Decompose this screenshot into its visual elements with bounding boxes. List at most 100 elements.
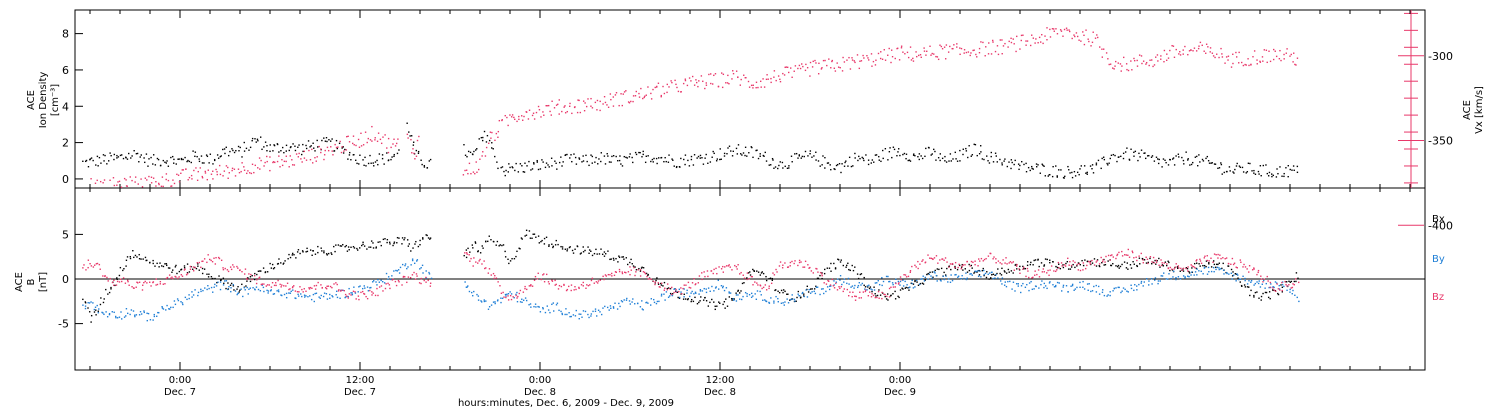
by-point: [806, 296, 809, 298]
bz-point: [881, 297, 883, 300]
bz-point: [361, 290, 364, 293]
vx-point: [635, 90, 637, 93]
bz-point: [1204, 255, 1206, 257]
vx-point: [1068, 29, 1070, 31]
bz-point: [1240, 261, 1242, 263]
density-point: [847, 165, 849, 167]
bx-point: [561, 246, 564, 248]
bx-point: [639, 270, 642, 272]
vx-point: [300, 158, 302, 160]
bz-point: [394, 280, 397, 283]
bz-point: [1012, 261, 1015, 263]
bz-point: [465, 252, 468, 254]
vx-point: [1082, 31, 1084, 33]
bz-point: [643, 271, 646, 274]
vx-point: [705, 84, 708, 86]
vx-point: [1212, 55, 1215, 57]
vx-point: [223, 170, 226, 172]
by-point: [1062, 286, 1064, 288]
bx-point: [465, 256, 468, 259]
bz-point: [1022, 268, 1024, 270]
by-point: [921, 278, 923, 280]
vx-point: [360, 145, 363, 147]
density-point: [598, 158, 600, 160]
vx-point: [812, 60, 814, 63]
density-point: [272, 150, 274, 152]
by-point: [805, 289, 807, 291]
bz-point: [1253, 267, 1255, 269]
by-point: [263, 290, 265, 293]
bz-point: [341, 289, 343, 291]
vx-point: [94, 182, 97, 184]
by-point: [647, 302, 649, 304]
by-point: [247, 293, 249, 295]
density-point: [857, 159, 859, 162]
vx-point: [851, 59, 854, 61]
bx-point: [851, 264, 853, 267]
bx-point: [333, 245, 335, 248]
bz-point: [903, 273, 905, 276]
bx-point: [830, 270, 832, 272]
vx-point: [999, 39, 1002, 41]
bz-point: [1121, 250, 1123, 253]
bz-point: [776, 271, 778, 273]
bz-point: [924, 261, 926, 264]
density-point: [390, 158, 392, 161]
density-point: [362, 159, 364, 161]
by-point: [977, 270, 979, 272]
density-point: [1027, 166, 1030, 169]
by-point: [1048, 282, 1051, 284]
vx-point: [612, 105, 615, 107]
vx-point: [532, 112, 535, 114]
density-point: [536, 159, 538, 162]
vx-point: [1096, 34, 1098, 36]
b-tick-label: 5: [62, 228, 69, 241]
by-point: [1242, 275, 1244, 278]
bx-point: [198, 269, 200, 271]
vx-point: [125, 179, 127, 181]
density-point: [709, 161, 712, 163]
vx-point: [909, 46, 912, 48]
density-point: [797, 157, 799, 159]
bx-point: [663, 281, 666, 284]
bx-point: [960, 266, 963, 268]
bx-point: [192, 268, 194, 270]
bz-point: [1089, 263, 1091, 265]
by-point: [393, 270, 395, 272]
bz-point: [858, 297, 860, 299]
density-point: [750, 146, 752, 148]
vx-point: [397, 138, 399, 140]
by-point: [430, 277, 433, 280]
vx-point: [1025, 44, 1027, 46]
vx-point: [155, 185, 157, 187]
bx-point: [1121, 263, 1123, 266]
vx-point: [992, 39, 994, 42]
density-point: [736, 153, 739, 155]
vx-point: [569, 105, 571, 107]
by-point: [637, 302, 639, 305]
bz-point: [610, 272, 613, 275]
bz-point: [671, 293, 673, 296]
by-point: [744, 291, 747, 294]
bx-point: [348, 249, 350, 251]
vx-point: [276, 160, 279, 163]
by-point: [811, 291, 813, 293]
density-point: [836, 163, 839, 166]
vx-point: [809, 61, 812, 64]
vx-point: [1078, 39, 1080, 41]
vx-point: [988, 42, 990, 44]
density-tick-label: 0: [62, 173, 69, 186]
bx-point: [206, 273, 208, 275]
vx-point: [301, 161, 303, 163]
vx-point: [131, 179, 133, 182]
bx-point: [587, 246, 589, 248]
by-point: [1046, 287, 1048, 290]
bz-point: [784, 262, 786, 264]
vx-point: [346, 135, 348, 138]
vx-point: [960, 47, 963, 50]
vx-point: [585, 105, 588, 108]
bz-point: [691, 282, 694, 284]
by-point: [649, 304, 652, 306]
density-point: [1047, 175, 1049, 177]
density-point: [882, 149, 884, 152]
